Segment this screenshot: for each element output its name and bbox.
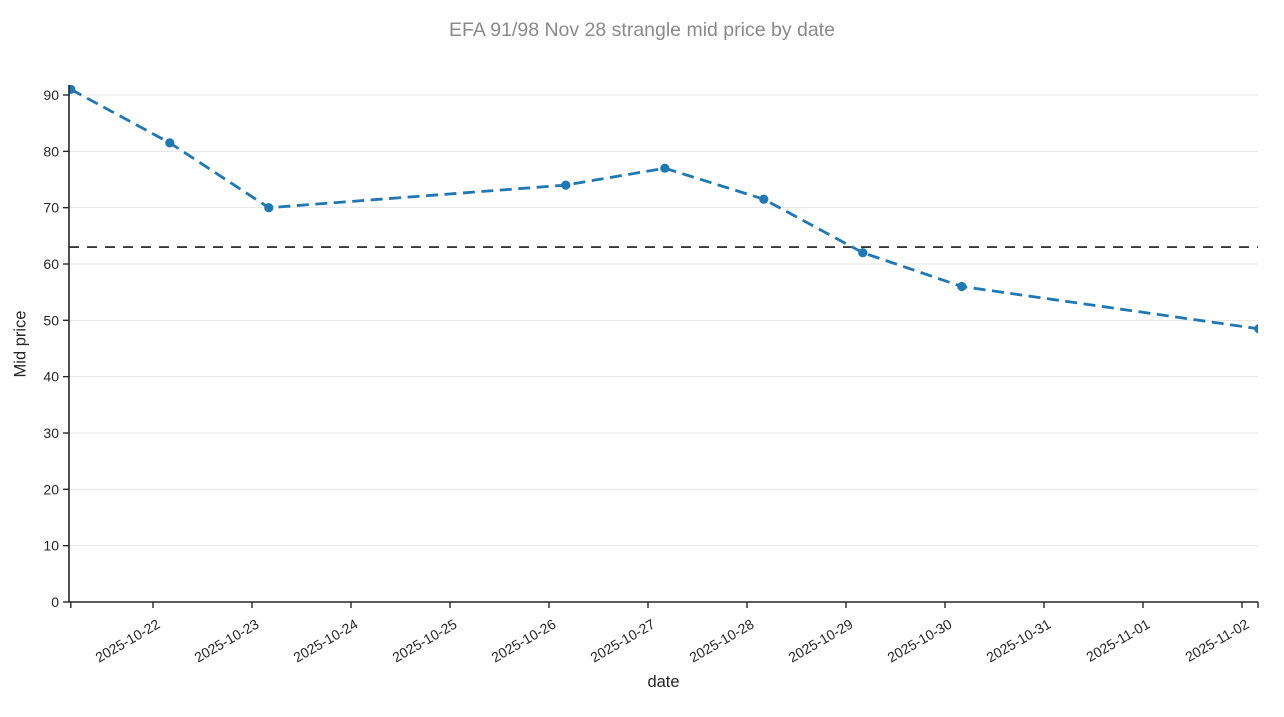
data-point-marker bbox=[858, 248, 868, 258]
x-axis-label: date bbox=[647, 673, 680, 691]
x-tick-label: 2025-10-30 bbox=[884, 616, 954, 666]
y-tick-label: 50 bbox=[43, 312, 59, 328]
y-tick-label: 20 bbox=[43, 481, 59, 497]
x-tick-label: 2025-10-23 bbox=[191, 616, 261, 666]
x-tick-label: 2025-10-26 bbox=[488, 616, 558, 666]
series-line bbox=[70, 88, 1258, 331]
chart-title: EFA 91/98 Nov 28 strangle mid price by d… bbox=[449, 19, 835, 41]
y-tick-label: 90 bbox=[43, 87, 59, 103]
y-tick-label: 0 bbox=[51, 594, 59, 610]
x-tick-label: 2025-10-31 bbox=[983, 616, 1053, 666]
y-tick-label: 70 bbox=[43, 200, 59, 216]
x-tick-label: 2025-11-02 bbox=[1182, 616, 1251, 665]
data-point-marker bbox=[759, 194, 769, 204]
x-tick-label: 2025-10-24 bbox=[290, 616, 360, 666]
y-tick-label: 30 bbox=[43, 425, 59, 441]
data-point-marker bbox=[957, 281, 967, 292]
data-point-marker bbox=[561, 180, 571, 190]
x-tick-label: 2025-10-29 bbox=[785, 616, 855, 666]
data-point-marker bbox=[1254, 324, 1258, 334]
y-tick-label: 10 bbox=[43, 538, 59, 554]
y-tick-label: 80 bbox=[43, 143, 59, 159]
y-tick-label: 40 bbox=[43, 369, 59, 385]
series-strangle-mid-price bbox=[69, 85, 1258, 334]
data-point-marker bbox=[264, 203, 274, 213]
y-tick-label: 60 bbox=[43, 256, 59, 272]
data-point-marker bbox=[660, 163, 670, 173]
data-point-marker bbox=[165, 138, 175, 148]
data-point-marker bbox=[69, 85, 76, 94]
x-tick-label: 2025-11-01 bbox=[1083, 616, 1152, 665]
x-tick-label: 2025-10-25 bbox=[389, 616, 459, 666]
x-tick-label: 2025-10-28 bbox=[686, 616, 756, 666]
x-tick-label: 2025-10-27 bbox=[587, 616, 657, 666]
x-tick-label: 2025-10-22 bbox=[92, 616, 162, 666]
